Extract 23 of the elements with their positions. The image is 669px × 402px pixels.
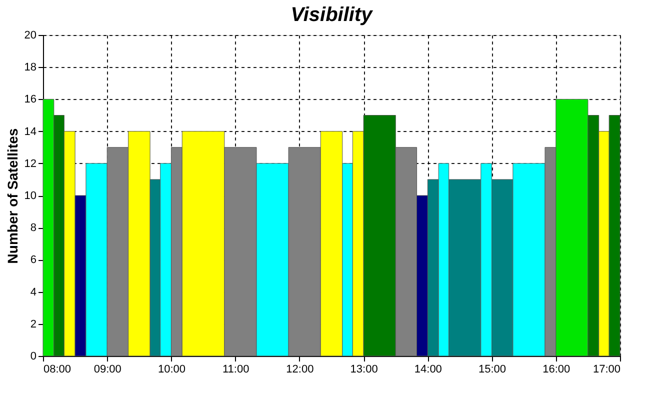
y-tick-label: 2 (30, 318, 36, 330)
chart-title: Visibility (290, 4, 374, 26)
y-tick-label: 4 (30, 286, 36, 298)
y-tick-label: 20 (24, 30, 36, 42)
y-tick-label: 18 (24, 62, 36, 74)
x-tick-label: 17:00 (592, 364, 620, 376)
x-tick-label: 11:00 (222, 364, 250, 376)
x-tick-label: 10:00 (158, 364, 186, 376)
y-tick-label: 14 (24, 126, 36, 138)
x-tick-label: 08:00 (44, 364, 72, 376)
x-tick-label: 13:00 (350, 364, 378, 376)
y-tick-label: 12 (24, 158, 36, 170)
x-tick-label: 15:00 (478, 364, 506, 376)
y-tick-label: 8 (30, 222, 36, 234)
y-tick-label: 6 (30, 254, 36, 266)
y-tick-label: 0 (30, 350, 36, 362)
y-tick-label: 16 (24, 94, 36, 106)
y-tick-label: 10 (24, 190, 36, 202)
x-tick-label: 12:00 (286, 364, 314, 376)
x-tick-label: 09:00 (94, 364, 122, 376)
y-axis-title: Number of Satellites (4, 128, 20, 264)
x-tick-label: 16:00 (542, 364, 570, 376)
x-tick-label: 14:00 (414, 364, 442, 376)
